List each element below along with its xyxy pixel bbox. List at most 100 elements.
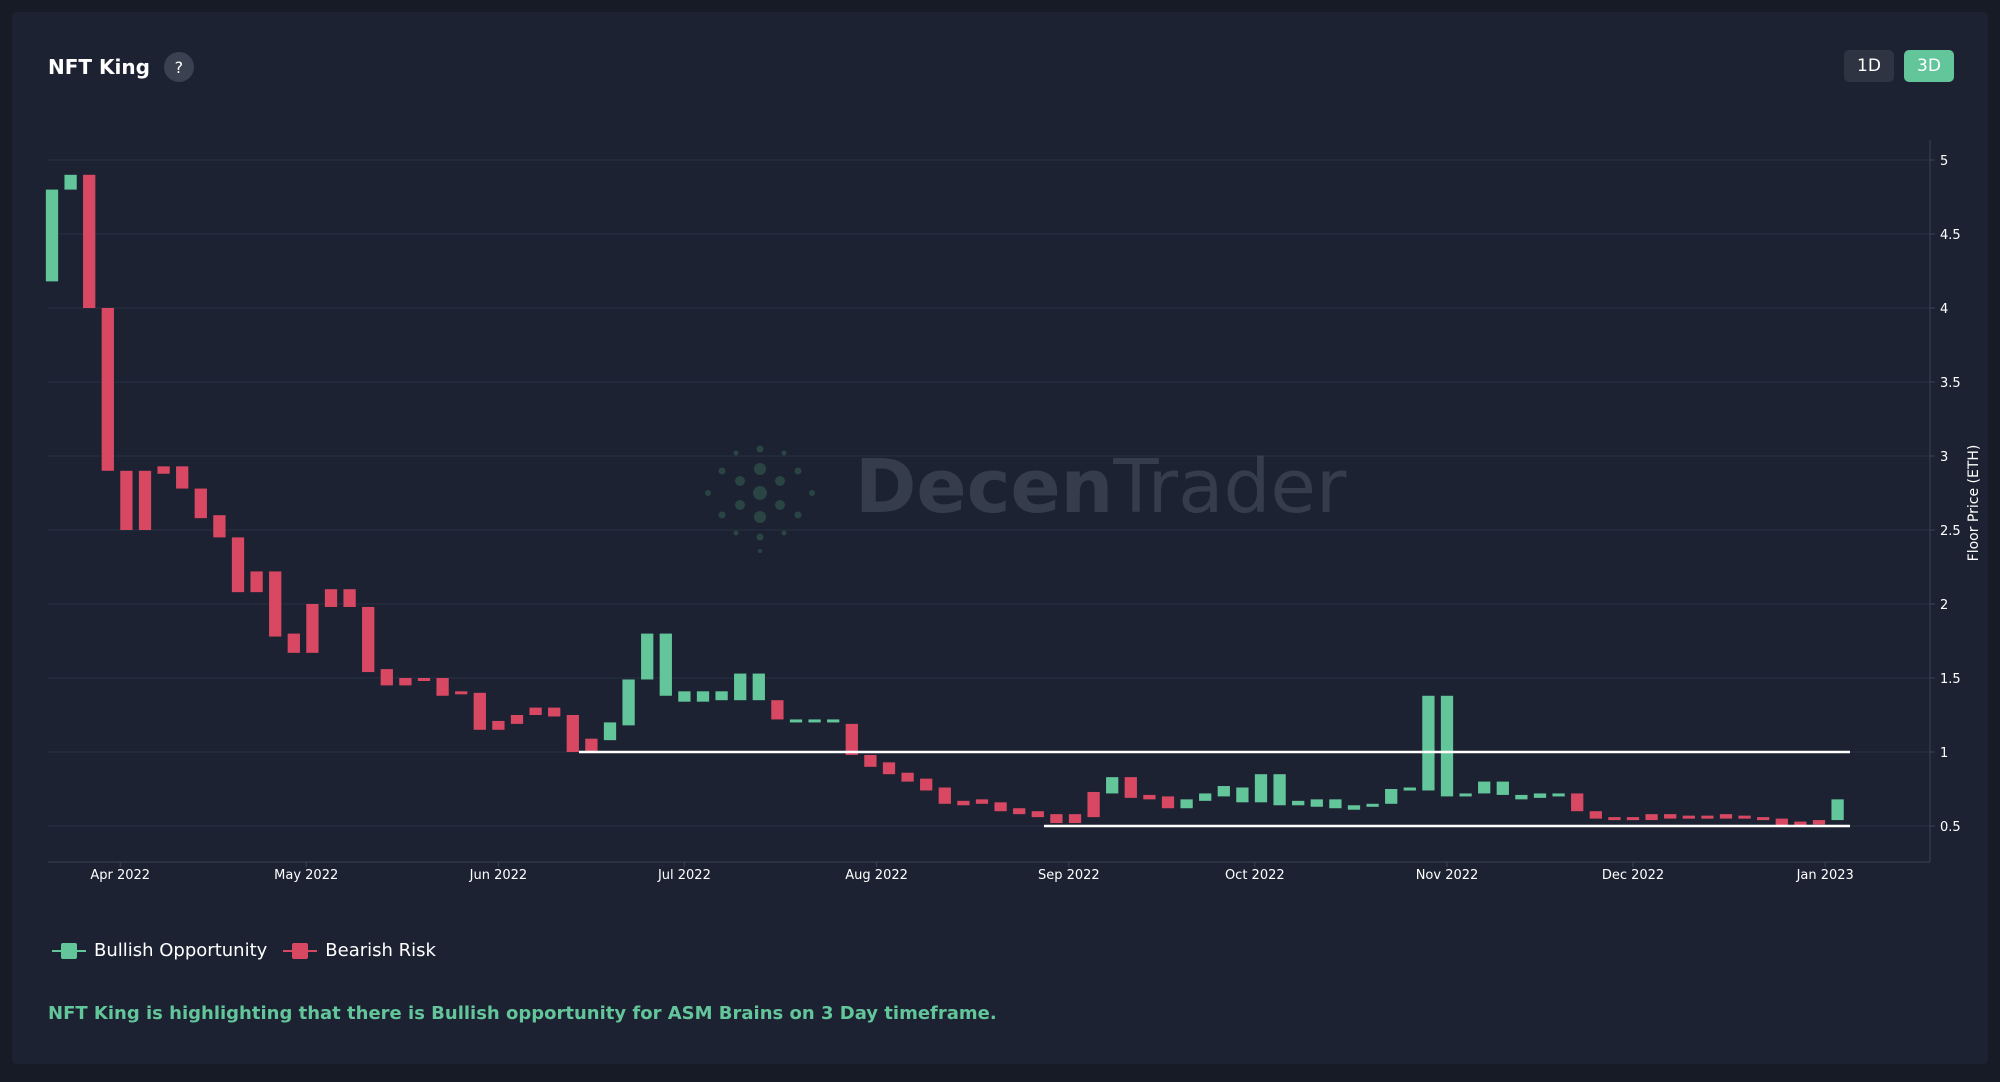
watermark-dot: [733, 530, 739, 536]
bullish-candle: [1106, 777, 1119, 794]
bearish-candle: [882, 762, 896, 775]
bearish-candle: [771, 700, 784, 720]
bearish-candle: [1664, 814, 1677, 819]
bullish-candle: [603, 722, 617, 741]
y-tick-label: 5: [1940, 154, 1948, 169]
watermark-dot: [718, 467, 726, 475]
watermark-dot: [733, 450, 739, 456]
bullish-candle: [827, 719, 840, 723]
bullish-candle: [1236, 787, 1249, 803]
x-tick-label: Nov 2022: [1416, 868, 1479, 883]
bullish-candle: [808, 719, 821, 723]
bearish-candle: [176, 466, 189, 489]
y-tick-label: 3.5: [1940, 376, 1961, 391]
bearish-candle: [1050, 814, 1063, 824]
bearish-candle: [120, 470, 133, 530]
bearish-candle: [1087, 791, 1100, 818]
bullish-candle: [1515, 794, 1528, 800]
bullish-candle: [659, 633, 672, 696]
bullish-candle: [1329, 799, 1342, 809]
bullish-candle: [1292, 800, 1305, 806]
bearish-candle: [585, 738, 598, 752]
watermark-logo-icon: [705, 445, 815, 553]
legend: Bullish Opportunity Bearish Risk: [52, 940, 436, 961]
level-lines: [579, 750, 1850, 828]
timeframe-3d-button[interactable]: 3D: [1904, 50, 1954, 82]
bearish-candle: [250, 571, 263, 593]
watermark-dot: [775, 476, 785, 486]
bearish-candle: [213, 515, 226, 538]
x-tick-label: May 2022: [274, 868, 338, 883]
watermark-text-trader: Trader: [1112, 444, 1347, 530]
legend-bullish-label: Bullish Opportunity: [94, 940, 268, 961]
y-tick-label: 2.5: [1940, 524, 1961, 539]
bullish-candle: [789, 719, 803, 723]
bullish-candle: [641, 633, 654, 680]
x-tick-label: Apr 2022: [90, 868, 150, 883]
bullish-candle: [1533, 793, 1547, 798]
decentrader-watermark: DecenTrader: [705, 444, 1347, 553]
legend-bullish[interactable]: Bullish Opportunity: [52, 940, 267, 961]
bearish-candle: [1775, 818, 1788, 826]
bearish-candle: [975, 799, 989, 804]
watermark-dot: [718, 511, 726, 519]
bearish-candle: [1161, 796, 1175, 809]
x-tick-label: Dec 2022: [1602, 868, 1664, 883]
y-tick-label: 3: [1940, 450, 1948, 465]
y-tick-label: 2: [1940, 598, 1948, 613]
bullish-candle: [1273, 774, 1286, 806]
bearish-candle: [1068, 814, 1082, 824]
page-title: NFT King: [48, 55, 150, 79]
legend-bearish[interactable]: Bearish Risk: [283, 940, 436, 961]
bullish-candle: [1496, 781, 1509, 795]
bullish-candle: [1310, 799, 1323, 807]
watermark-dot: [775, 500, 785, 510]
y-tick-label: 1: [1940, 746, 1948, 761]
x-tick-label: Aug 2022: [845, 868, 908, 883]
bullish-candle: [1403, 787, 1416, 791]
bullish-candle: [45, 189, 59, 282]
chart-panel: [12, 12, 1988, 1064]
bearish-candle: [864, 754, 877, 767]
bearish-candle: [994, 802, 1007, 812]
watermark-dot: [794, 511, 802, 519]
x-tick-label: Oct 2022: [1225, 868, 1285, 883]
bearish-candle: [1645, 814, 1658, 821]
y-axis-label: Floor Price (ETH): [1966, 445, 1982, 562]
x-tick-label: Sep 2022: [1038, 868, 1100, 883]
watermark-dot: [705, 490, 711, 496]
bullish-swatch-icon: [52, 942, 86, 959]
bearish-candle: [362, 606, 375, 673]
bullish-candle: [1552, 793, 1565, 797]
bullish-candle: [715, 691, 728, 701]
bearish-candle: [1719, 814, 1733, 819]
x-tick-label: Jun 2022: [469, 868, 528, 883]
bearish-candle: [1013, 808, 1026, 815]
bullish-candle: [1478, 781, 1491, 794]
watermark-dot: [794, 467, 802, 475]
watermark-dot: [735, 500, 745, 510]
bearish-candle: [417, 678, 431, 681]
bullish-candle: [1385, 789, 1398, 804]
bullish-candle: [1347, 805, 1361, 810]
bearish-candle: [399, 678, 412, 686]
bearish-candle: [845, 723, 858, 755]
bullish-candle: [1459, 793, 1472, 797]
timeframe-1d-button[interactable]: 1D: [1844, 50, 1894, 82]
watermark-dot: [735, 476, 745, 486]
bearish-candle: [455, 691, 468, 695]
header: NFT King ?: [48, 52, 194, 82]
bullish-candle: [64, 174, 77, 190]
bearish-candle: [380, 669, 393, 686]
bullish-candle: [1422, 695, 1435, 791]
bullish-candle: [752, 673, 765, 701]
help-icon[interactable]: ?: [163, 52, 194, 82]
watermark-text-decen: Decen: [855, 444, 1113, 530]
y-tick-labels: 0.5 1 1.5 2 2.5 3 3.5 4 4.5 5: [1930, 154, 1961, 835]
bullish-candle: [1366, 803, 1379, 807]
bearish-candle: [1757, 817, 1770, 821]
bearish-swatch-icon: [283, 942, 318, 959]
x-tick-label: Jan 2023: [1796, 868, 1854, 883]
bearish-candle: [231, 537, 245, 593]
